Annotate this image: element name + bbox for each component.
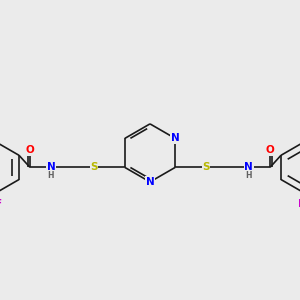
Text: N: N bbox=[171, 134, 179, 143]
Text: N: N bbox=[146, 177, 154, 187]
Text: F: F bbox=[298, 199, 300, 209]
Text: F: F bbox=[0, 199, 2, 209]
Text: O: O bbox=[26, 145, 34, 155]
Text: N: N bbox=[47, 162, 56, 172]
Text: O: O bbox=[266, 145, 274, 155]
Text: S: S bbox=[90, 162, 98, 172]
Text: H: H bbox=[245, 171, 251, 180]
Text: S: S bbox=[202, 162, 210, 172]
Text: H: H bbox=[48, 171, 54, 180]
Text: N: N bbox=[244, 162, 253, 172]
